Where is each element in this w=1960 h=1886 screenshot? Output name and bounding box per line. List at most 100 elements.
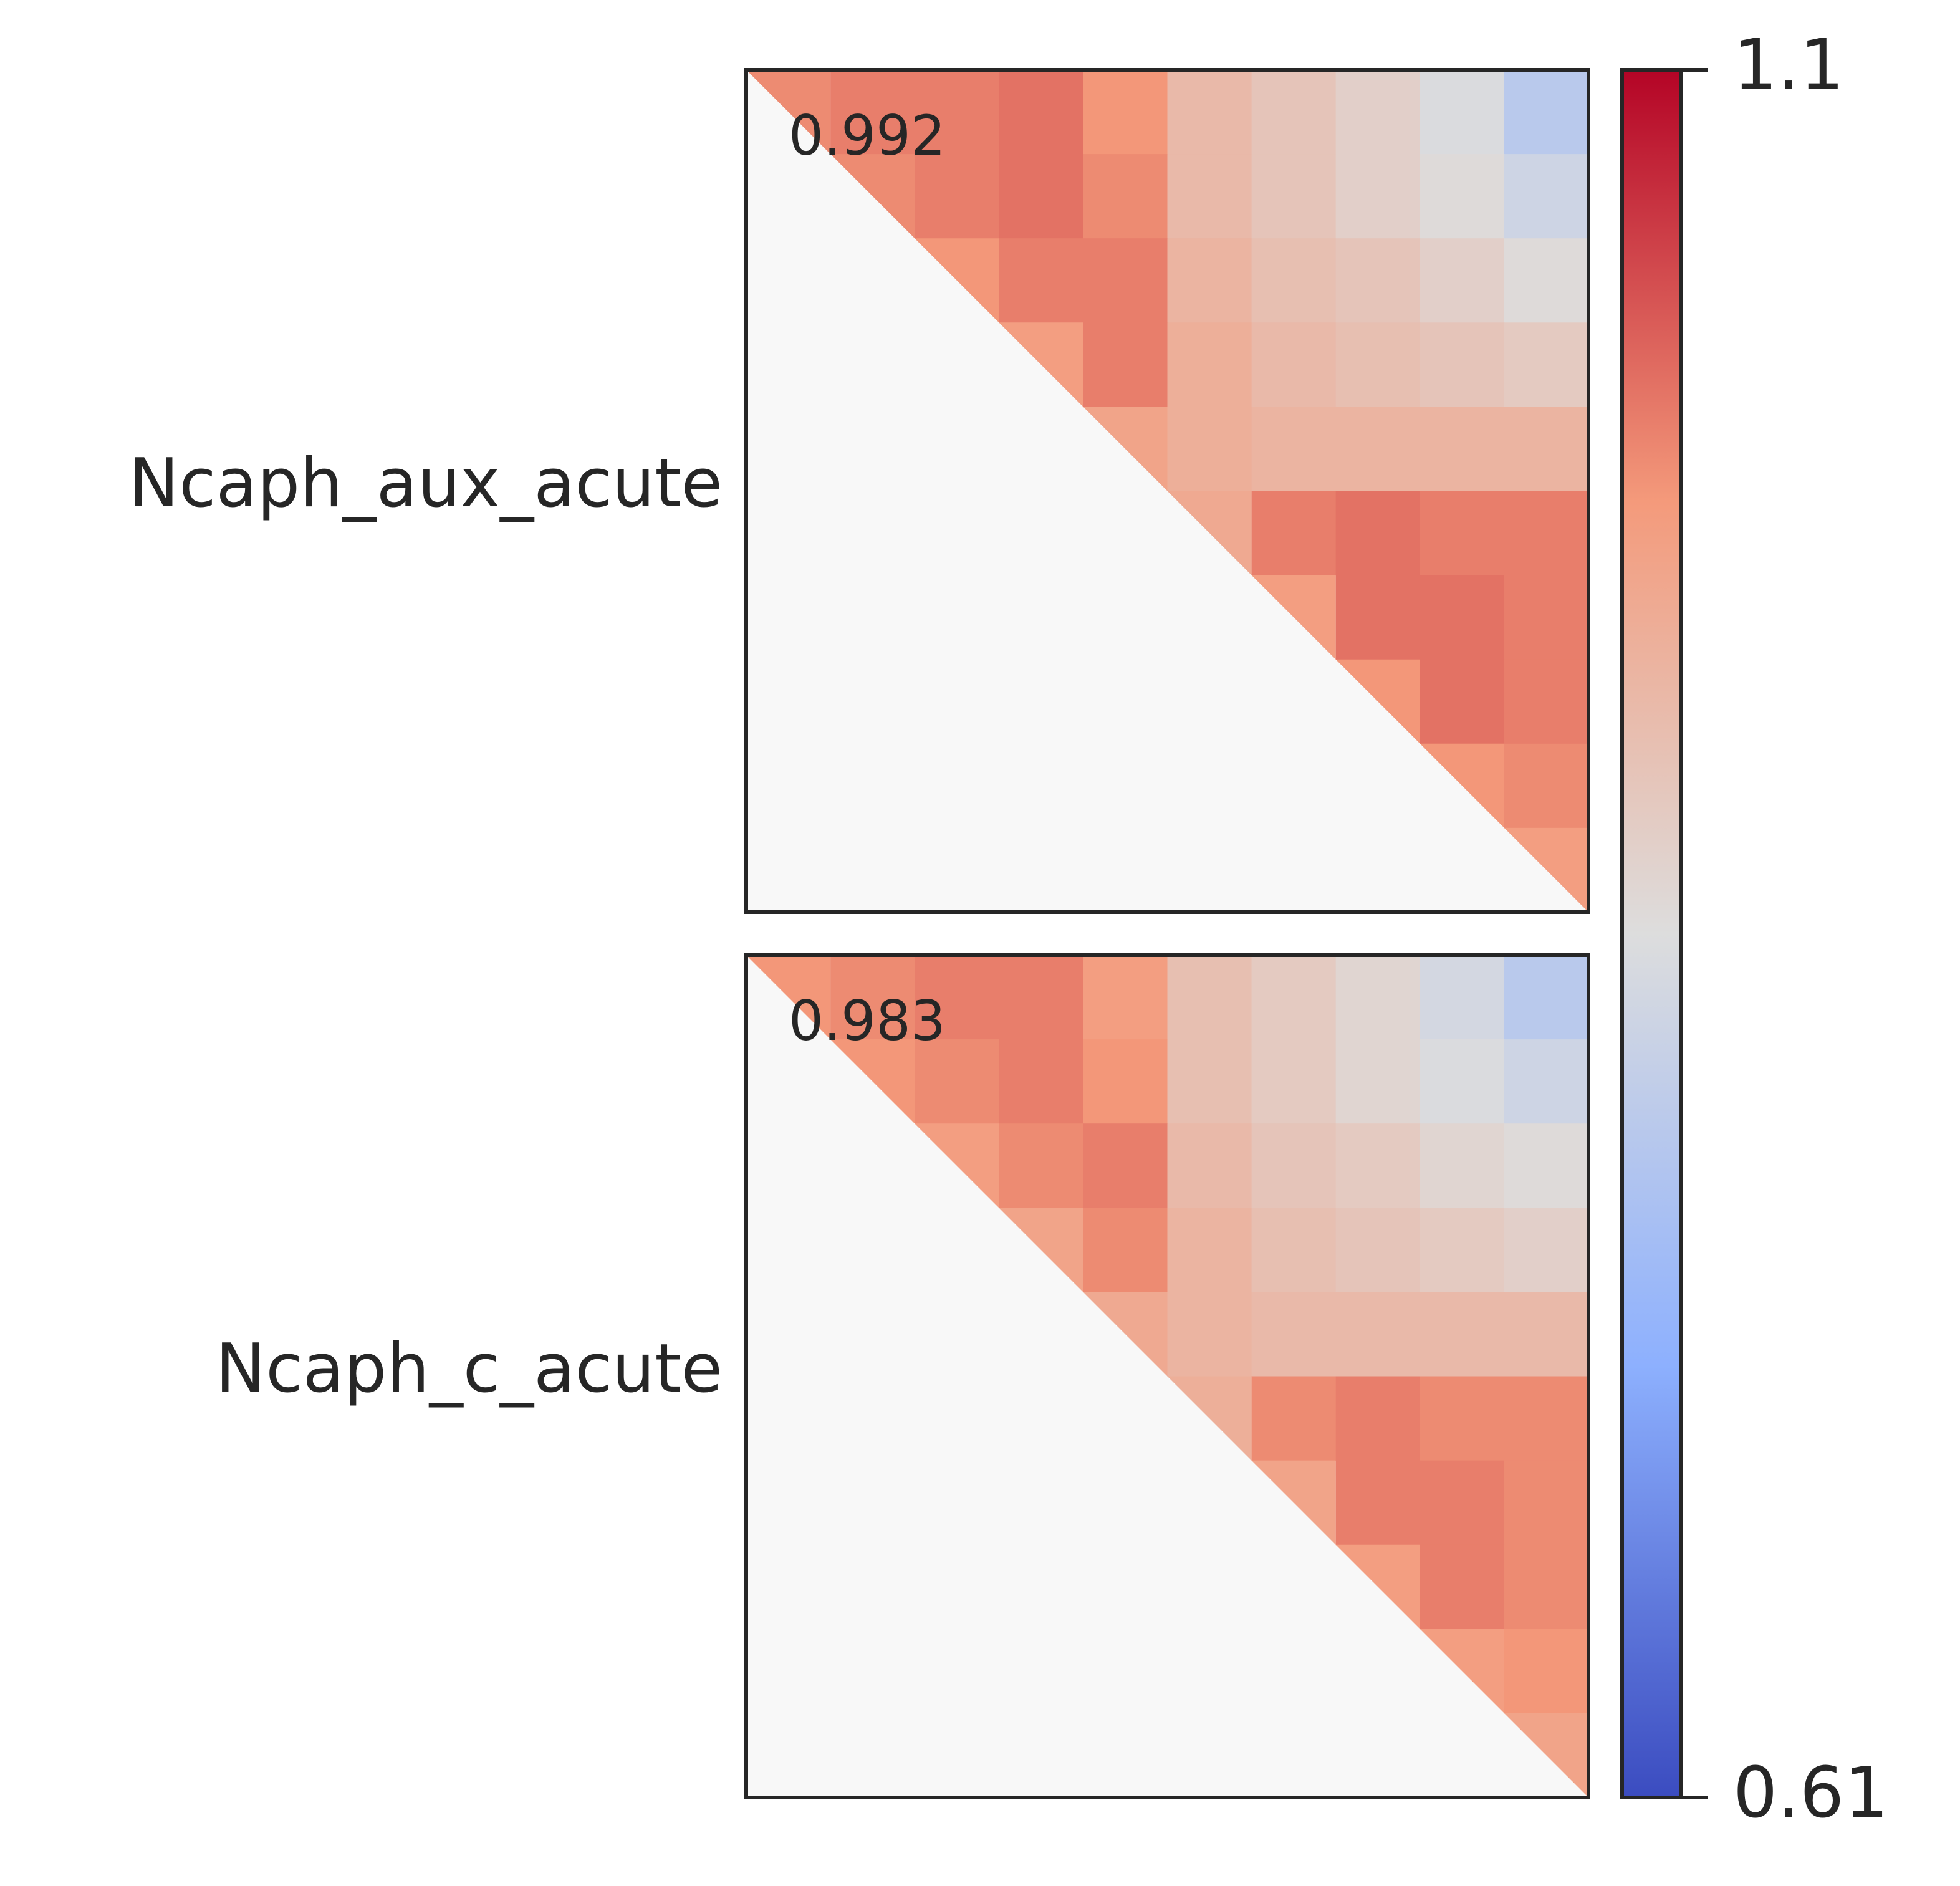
heatmap-cell <box>1504 659 1589 744</box>
heatmap-cell <box>1083 70 1168 155</box>
heatmap-cell <box>1251 1123 1337 1208</box>
heatmap-cell <box>1335 322 1421 407</box>
heatmap-cell <box>1167 407 1252 491</box>
heatmap-cell <box>1083 407 1168 491</box>
heatmap-cell <box>1420 70 1505 155</box>
heatmap-cell <box>1420 575 1505 660</box>
heatmap-cell <box>1504 1376 1589 1461</box>
heatmap-cell <box>915 70 999 155</box>
heatmap-cell <box>1167 70 1252 155</box>
colorbar-tick-label: 0.61 <box>1733 1753 1888 1834</box>
heatmap-cell <box>999 238 1083 323</box>
heatmap-cell <box>1504 238 1589 323</box>
heatmap-cell <box>1335 1123 1421 1208</box>
heatmap-cell <box>915 238 999 323</box>
heatmap-cell <box>999 322 1083 407</box>
heatmap-cell <box>999 154 1083 239</box>
heatmap-cell <box>1335 659 1420 744</box>
heatmap-cell <box>1335 1376 1421 1461</box>
heatmap-cell <box>1420 322 1505 407</box>
heatmap-cell <box>1504 154 1589 239</box>
heatmap-cell <box>1167 1123 1252 1208</box>
row-label: Ncaph_aux_acute <box>128 445 723 522</box>
heatmap-cell <box>1335 407 1421 491</box>
heatmap-cell <box>1504 70 1589 155</box>
heatmap-cell <box>1420 1629 1504 1713</box>
heatmap-cell <box>830 154 915 239</box>
heatmap-cell <box>830 1039 915 1124</box>
heatmap-cell <box>1420 1039 1505 1124</box>
heatmap-cell <box>1251 70 1337 155</box>
heatmap-cell <box>1083 1123 1168 1208</box>
heatmap-cell <box>1251 1039 1337 1124</box>
heatmap-cell <box>1504 1208 1589 1292</box>
heatmap-cell <box>1504 322 1589 407</box>
heatmap-cell <box>1251 154 1337 239</box>
heatmap-cell <box>1420 407 1505 491</box>
colorbar-tick-label: 1.1 <box>1733 25 1844 106</box>
heatmap-cell <box>1504 1713 1588 1797</box>
panel-frame <box>744 953 1590 1799</box>
heatmap-cell <box>1167 955 1252 1040</box>
heatmap-cell <box>1083 1208 1168 1292</box>
heatmap-cell <box>1251 322 1337 407</box>
heatmap-cell <box>1504 1123 1589 1208</box>
heatmap-cell <box>915 1039 999 1124</box>
panel-frame <box>744 68 1590 914</box>
heatmap-cell <box>915 955 999 1040</box>
heatmap-cell <box>1420 659 1505 744</box>
heatmap-cell <box>1504 1544 1589 1630</box>
heatmap-cell <box>830 70 915 155</box>
panel-annotation: 0.992 <box>789 103 946 168</box>
heatmap-cell <box>1167 1292 1252 1377</box>
heatmap-cell <box>1335 70 1421 155</box>
heatmap-cell <box>1504 407 1589 491</box>
heatmap-cell <box>1083 1292 1168 1377</box>
heatmap-cell <box>1335 575 1421 660</box>
heatmap-cell <box>746 70 831 155</box>
heatmap-cell <box>1420 1123 1505 1208</box>
heatmap-cell <box>830 955 915 1040</box>
heatmap-cell <box>1251 1376 1337 1461</box>
heatmap-cell <box>1335 1039 1421 1124</box>
heatmap-cell <box>1335 955 1421 1040</box>
heatmap-cell <box>1167 491 1252 575</box>
heatmap-cell <box>915 1123 999 1208</box>
heatmap-cell <box>1083 955 1168 1040</box>
heatmap-cell <box>999 955 1083 1040</box>
heatmap-cell <box>1504 1292 1589 1377</box>
heatmap-cell <box>1251 407 1337 491</box>
heatmap-cell <box>1335 154 1421 239</box>
heatmap-cell <box>999 1208 1083 1292</box>
heatmap-cell <box>1504 491 1589 576</box>
heatmap-cell <box>1504 743 1589 829</box>
heatmap-cell <box>1167 238 1252 323</box>
heatmap-cell <box>1083 322 1168 407</box>
heatmap-cell <box>1504 827 1588 912</box>
heatmap-cell <box>1420 1460 1505 1546</box>
heatmap-cell <box>1167 322 1252 407</box>
heatmap-cell <box>1420 1208 1505 1292</box>
colorbar <box>1620 68 1683 1799</box>
heatmap-cell <box>1251 491 1337 576</box>
heatmap-cell <box>1335 1460 1421 1546</box>
heatmap-cell <box>1167 1376 1252 1461</box>
heatmap-cell <box>1251 575 1336 660</box>
heatmap-cell <box>1335 238 1421 323</box>
heatmap-cell <box>1420 238 1505 323</box>
heatmap-cell <box>1251 1208 1337 1292</box>
heatmap-cell <box>1420 154 1505 239</box>
heatmap-cell <box>1083 154 1168 239</box>
heatmap-cell <box>1167 1039 1252 1124</box>
heatmap-cell <box>999 1123 1083 1208</box>
heatmap-cell <box>1420 1376 1505 1461</box>
heatmap-cell <box>1420 1292 1505 1377</box>
heatmap-cell <box>1251 1292 1337 1377</box>
heatmap-cell <box>1083 1039 1168 1124</box>
heatmap-cell <box>1504 1039 1589 1124</box>
heatmap-cell <box>1335 1544 1420 1629</box>
heatmap-cell <box>1420 491 1505 576</box>
heatmap-cell <box>1167 154 1252 239</box>
heatmap-cell <box>1335 1208 1421 1292</box>
